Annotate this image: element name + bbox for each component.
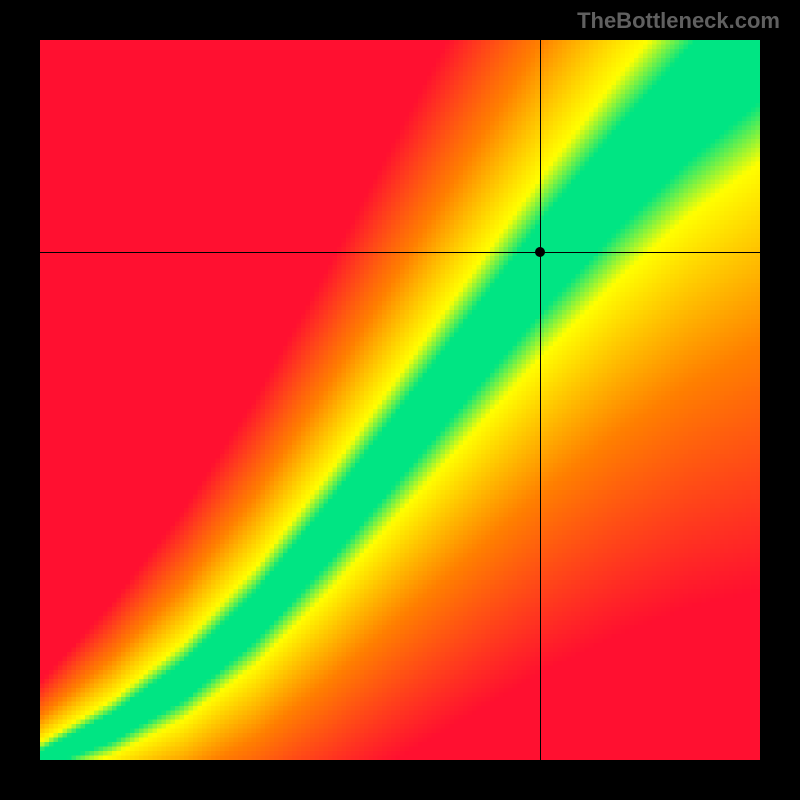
watermark-label: TheBottleneck.com (577, 8, 780, 34)
heatmap-canvas (40, 40, 760, 760)
chart-container: TheBottleneck.com (0, 0, 800, 800)
heatmap-plot (40, 40, 760, 760)
